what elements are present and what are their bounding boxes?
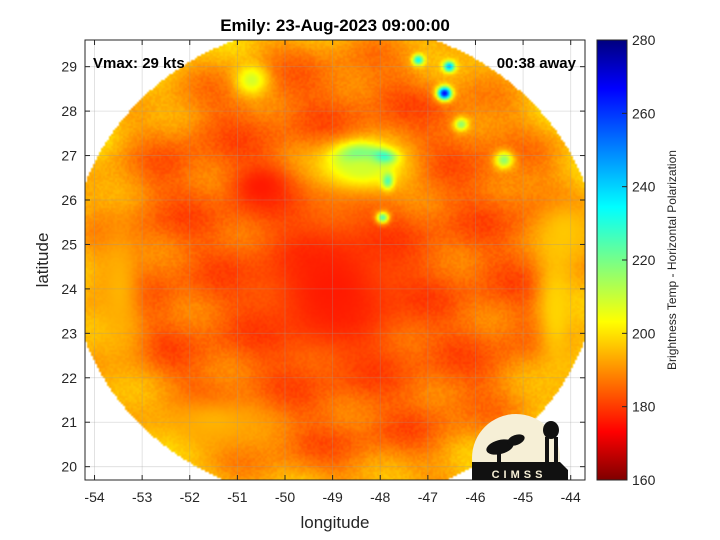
x-tick-label: -45 [513,489,533,505]
x-axis-label: longitude [300,513,369,532]
time-away-annotation: 00:38 away [497,55,577,72]
x-tick-label: -48 [370,489,390,505]
colorbar-tick-label: 220 [632,252,656,268]
colorbar-ticks: 160 180 200 220 240 260 280 [622,32,656,488]
vmax-annotation: Vmax: 29 kts [93,55,185,72]
axis-ticks: -54 -53 -52 -51 -50 -49 -48 -47 -46 -45 -44 20 21 22 2… [61,40,585,505]
cimss-logo-text: CIMSS [492,469,547,481]
y-axis-label: latitude [33,233,52,288]
x-tick-label: -54 [84,489,104,505]
y-tick-label: 22 [61,370,77,386]
y-tick-label: 21 [61,414,77,430]
colorbar-tick-label: 200 [632,325,656,341]
x-tick-label: -53 [132,489,152,505]
y-tick-label: 24 [61,281,77,297]
brightness-temperature-swath [85,40,585,480]
x-tick-label: -46 [465,489,485,505]
x-tick-label: -44 [561,489,581,505]
x-tick-label: -49 [323,489,343,505]
chart-title: Emily: 23-Aug-2023 09:00:00 [220,16,450,35]
x-tick-label: -52 [180,489,200,505]
x-tick-label: -50 [275,489,295,505]
x-tick-label: -47 [418,489,438,505]
y-tick-label: 26 [61,192,77,208]
y-tick-label: 25 [61,236,77,252]
y-tick-label: 28 [61,103,77,119]
colorbar-label: Brightness Temp - Horizontal Polarizatio… [665,150,679,370]
y-tick-label: 27 [61,148,77,164]
colorbar-tick-label: 180 [632,399,656,415]
colorbar-tick-label: 260 [632,105,656,121]
y-tick-label: 29 [61,59,77,75]
x-tick-label: -51 [227,489,247,505]
y-tick-label: 23 [61,325,77,341]
colorbar-tick-label: 240 [632,179,656,195]
grid-lines [85,40,585,480]
colorbar-tick-label: 280 [632,32,656,48]
colorbar-tick-label: 160 [632,472,656,488]
y-tick-label: 20 [61,459,77,475]
plot-frame [84,39,586,481]
cimss-logo: CIMSS [472,414,568,481]
